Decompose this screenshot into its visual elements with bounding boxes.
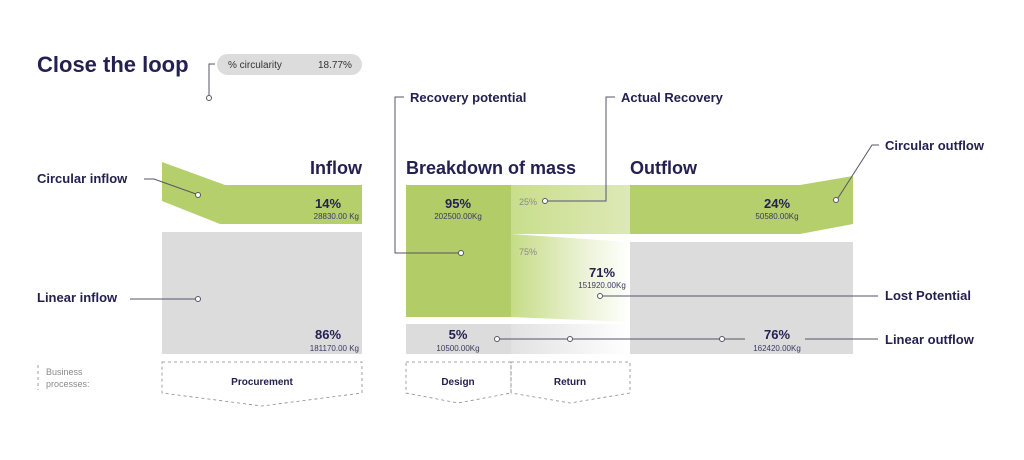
- connector-dot: [195, 192, 201, 198]
- svg-text:Design: Design: [441, 377, 474, 388]
- connector-dot: [719, 336, 725, 342]
- circular-outflow-pct: 24%: [764, 196, 790, 211]
- linear-inflow-label: Linear inflow: [37, 290, 118, 305]
- business-processes-label: Business: [46, 367, 83, 377]
- process-design[interactable]: Design: [405, 361, 512, 404]
- svg-text:Return: Return: [554, 377, 586, 388]
- recovery-potential-label: Recovery potential: [410, 90, 526, 105]
- svg-text:Procurement: Procurement: [231, 377, 293, 388]
- connector-dot: [494, 336, 500, 342]
- circular-outflow-label: Circular outflow: [885, 138, 985, 153]
- linear-outflow-label: Linear outflow: [885, 332, 975, 347]
- connector-dot: [567, 336, 573, 342]
- linear-outflow-pct: 76%: [764, 327, 790, 342]
- linear-inflow-mass: 181170.00 Kg: [310, 344, 359, 353]
- circularity-label: % circularity: [228, 60, 282, 71]
- linear-outflow-mass: 162420.00Kg: [753, 344, 801, 353]
- inflow-heading: Inflow: [310, 158, 363, 178]
- circular-outflow-band: [630, 176, 853, 234]
- breakdown-heading: Breakdown of mass: [406, 158, 576, 178]
- return-recovered-pct: 25%: [519, 197, 537, 207]
- connector-dot: [195, 296, 201, 302]
- return-lost-band: [511, 234, 630, 322]
- circular-outflow-mass: 50580.00Kg: [755, 212, 798, 221]
- connector-dot: [206, 95, 212, 101]
- process-return[interactable]: Return: [510, 361, 631, 404]
- circular-inflow-mass: 28830.00 Kg: [314, 212, 359, 221]
- business-processes-label-2: processes:: [46, 379, 90, 389]
- circularity-pill: % circularity 18.77%: [206, 54, 362, 101]
- return-recovered-band: [511, 185, 630, 234]
- actual-recovery-label: Actual Recovery: [621, 90, 724, 105]
- lost-mass: 151920.00Kg: [578, 281, 626, 290]
- linear-outflow-band: [630, 242, 853, 354]
- lost-pct: 71%: [589, 265, 615, 280]
- design-recoverable-mass: 202500.00Kg: [434, 212, 482, 221]
- process-procurement[interactable]: Procurement: [161, 361, 363, 407]
- circular-inflow-band: [162, 162, 362, 224]
- circular-inflow-label: Circular inflow: [37, 171, 128, 186]
- return-lost-pct: 75%: [519, 247, 537, 257]
- linear-inflow-band: [162, 232, 362, 354]
- circular-inflow-pct: 14%: [315, 196, 341, 211]
- connector-dot: [597, 293, 603, 299]
- design-recoverable-pct: 95%: [445, 196, 471, 211]
- circularity-connector: [208, 63, 215, 95]
- connector-dot: [542, 198, 548, 204]
- lost-potential-label: Lost Potential: [885, 288, 971, 303]
- connector-dot: [458, 250, 464, 256]
- page-title: Close the loop: [37, 52, 189, 77]
- circularity-value: 18.77%: [318, 60, 352, 71]
- design-linear-band: [406, 324, 511, 354]
- outflow-heading: Outflow: [630, 158, 698, 178]
- design-linear-pct: 5%: [449, 327, 468, 342]
- linear-inflow-pct: 86%: [315, 327, 341, 342]
- design-recoverable-band: [406, 185, 511, 317]
- connector-dot: [833, 197, 839, 203]
- design-linear-mass: 10500.00Kg: [436, 344, 479, 353]
